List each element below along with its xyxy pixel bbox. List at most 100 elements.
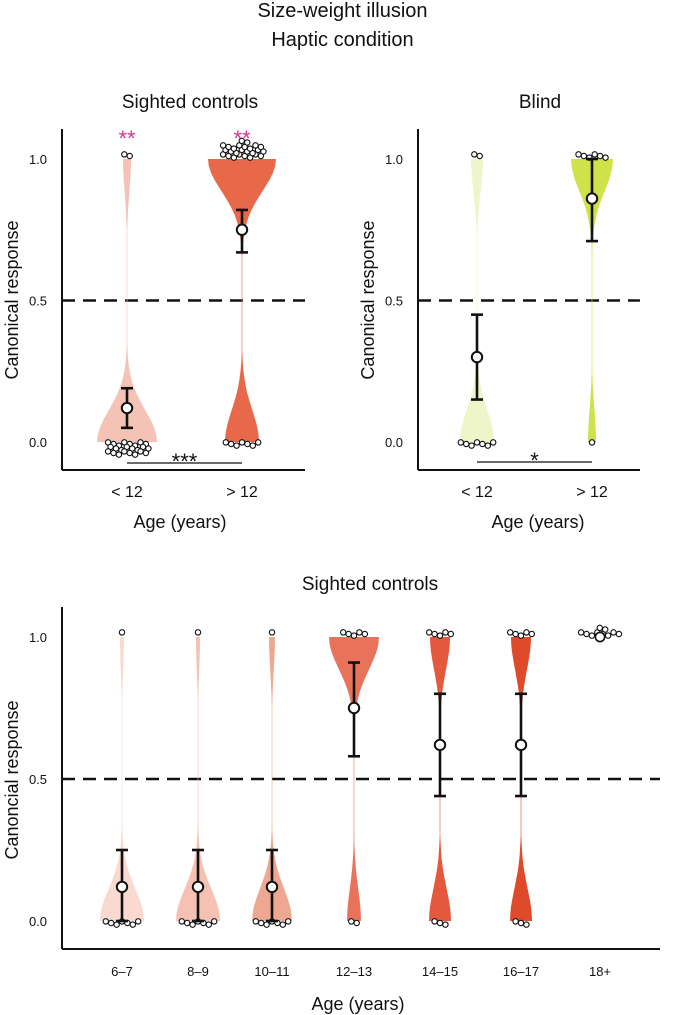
panel1-y-tick-label: 0.5 bbox=[29, 294, 47, 309]
panel3-violin bbox=[100, 637, 144, 921]
panel3-data-point bbox=[604, 632, 612, 639]
panel2-data-point bbox=[575, 151, 582, 158]
panel2-x-tick-label: > 12 bbox=[576, 484, 608, 501]
panel3-title: Sighted controls bbox=[302, 574, 438, 595]
panel3-data-point bbox=[361, 630, 369, 638]
panel2-y-tick-label: 0.5 bbox=[385, 294, 403, 309]
panel2-data-point bbox=[462, 440, 470, 448]
panel3-data-point bbox=[506, 629, 514, 636]
panel3-data-point bbox=[279, 921, 287, 928]
panel3-mean-marker bbox=[594, 631, 606, 643]
panel1-y-axis-label: Canonical response bbox=[2, 220, 22, 379]
panel3-data-point bbox=[268, 629, 276, 636]
panel3-mean-marker bbox=[347, 701, 361, 715]
panel3-data-point bbox=[107, 919, 115, 927]
panel1-x-axis-label: Age (years) bbox=[133, 512, 226, 532]
panel3-data-point bbox=[601, 626, 609, 633]
panel3-data-point bbox=[353, 919, 360, 927]
panel3-data-point bbox=[118, 629, 126, 636]
panel2-data-point bbox=[473, 439, 481, 446]
panel3-y-tick-label: 0.5 bbox=[29, 772, 47, 787]
panel2-x-axis-label: Age (years) bbox=[491, 512, 584, 532]
panel3-data-point bbox=[425, 629, 433, 636]
panel2-y-tick-label: 1.0 bbox=[385, 152, 403, 167]
panel2-violin bbox=[571, 159, 613, 442]
panel1-data-point bbox=[244, 440, 251, 448]
panel1-data-point bbox=[243, 139, 251, 146]
panel3-y-tick-label: 1.0 bbox=[29, 630, 47, 645]
panel3-x-tick-label: 10–11 bbox=[254, 964, 289, 979]
panel2-data-point bbox=[591, 151, 598, 158]
panel3-y-axis-label: Canoncial response bbox=[2, 700, 22, 859]
panel3-violin bbox=[176, 637, 220, 921]
panel3-data-point bbox=[129, 921, 137, 928]
panel1-data-point bbox=[121, 448, 128, 455]
panel3-data-point bbox=[210, 918, 218, 925]
panel3-mean-marker bbox=[191, 880, 205, 894]
panel3-data-point bbox=[436, 632, 444, 639]
panel1-data-point bbox=[222, 439, 230, 446]
panel3-data-point bbox=[263, 921, 270, 928]
panel2-data-point bbox=[596, 152, 604, 160]
panel3-data-point bbox=[252, 918, 260, 925]
panel1-data-point bbox=[115, 451, 123, 458]
panel1-data-point bbox=[110, 449, 117, 457]
panel1-data-point bbox=[126, 152, 133, 160]
figure-subtitle: Haptic condition bbox=[271, 29, 414, 51]
panel2-data-point bbox=[471, 151, 478, 158]
panel2-mean-marker bbox=[585, 192, 599, 205]
panel2-data-point bbox=[588, 439, 596, 446]
panel2-data-point bbox=[457, 439, 465, 446]
panel3-violin bbox=[252, 637, 292, 921]
panel2-data-point bbox=[484, 442, 492, 449]
panel3-x-tick-label: 6–7 bbox=[111, 964, 133, 979]
panel1-data-point bbox=[225, 143, 232, 151]
panel3-data-point bbox=[523, 921, 530, 928]
panel3-data-point bbox=[512, 630, 519, 638]
panel3-x-tick-label: 14–15 bbox=[422, 964, 458, 979]
panel3-data-point bbox=[431, 918, 438, 925]
panel3-data-point bbox=[134, 918, 142, 925]
panel2-y-axis-label: Canonical response bbox=[358, 220, 378, 379]
panel3-data-point bbox=[583, 630, 590, 638]
panel1-data-point bbox=[257, 143, 265, 151]
panel2-data-point bbox=[476, 152, 483, 160]
panel1-data-point bbox=[252, 142, 259, 149]
panel3-mean-marker bbox=[433, 738, 447, 752]
figure-title: Size-weight illusion bbox=[257, 0, 428, 22]
panel1-data-point bbox=[121, 151, 128, 158]
panel3-data-point bbox=[183, 919, 191, 927]
panel2-data-point bbox=[468, 442, 475, 449]
panel3-x-axis-label: Age (years) bbox=[311, 994, 404, 1014]
panel2-violin bbox=[460, 159, 494, 442]
panel1-y-tick-label: 1.0 bbox=[29, 152, 47, 167]
panel2-data-point bbox=[602, 154, 609, 161]
panel1-data-point bbox=[142, 449, 150, 457]
panel1-data-point bbox=[131, 451, 139, 458]
panel3-data-point bbox=[517, 919, 525, 927]
panel2-data-point bbox=[479, 440, 486, 448]
panel1-violin bbox=[97, 159, 157, 442]
panel3-data-point bbox=[610, 629, 617, 636]
panel1-data-point bbox=[137, 448, 144, 455]
panel1-significance-marker: ** bbox=[233, 126, 251, 151]
panel3-mean-marker bbox=[115, 880, 129, 894]
panel1-data-point bbox=[254, 439, 262, 446]
panel3-data-point bbox=[205, 921, 213, 928]
panel1-mean-marker bbox=[235, 223, 249, 236]
panel1-x-tick-label: < 12 bbox=[111, 484, 143, 501]
panel3-data-point bbox=[257, 919, 265, 927]
panel2-x-tick-label: < 12 bbox=[461, 484, 493, 501]
panel2-title: Blind bbox=[519, 92, 561, 113]
panel3-data-point bbox=[577, 629, 585, 636]
panel3-data-point bbox=[345, 630, 352, 638]
panel2-mean-marker bbox=[470, 350, 484, 364]
panel1-data-point bbox=[246, 145, 254, 152]
panel3-data-point bbox=[350, 632, 358, 639]
panel1-title: Sighted controls bbox=[122, 92, 258, 113]
panel2-data-point bbox=[580, 152, 588, 160]
panel3-data-point bbox=[512, 918, 519, 925]
panel1-data-point bbox=[104, 448, 112, 455]
panel1-violin bbox=[208, 159, 276, 442]
